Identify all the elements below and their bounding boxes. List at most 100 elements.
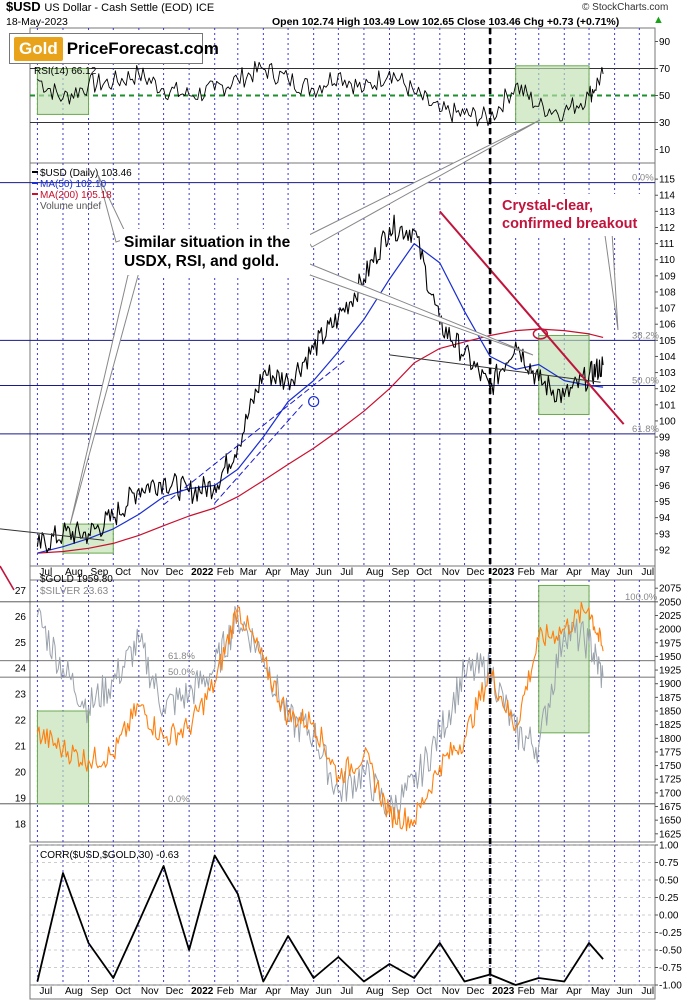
x-tick-label: 2022: [191, 567, 214, 578]
y-tick-label: 0.25: [659, 893, 679, 904]
highlight-box: [538, 584, 590, 734]
x-tick-label: Apr: [566, 567, 582, 578]
red-trendline: [439, 210, 625, 425]
x-tick-label: Sep: [391, 986, 409, 997]
y-tick-label: 109: [659, 271, 676, 282]
blue-circle-marker: [308, 395, 320, 408]
y-tick-label: 92: [659, 545, 671, 556]
chart-symbol: $USD US Dollar - Cash Settle (EOD) ICE: [6, 0, 215, 14]
x-tick-label: Mar: [541, 986, 559, 997]
y-tick-label: 1725: [659, 775, 682, 786]
x-tick-label: May: [290, 986, 309, 997]
usd-fib-label: 38.2%: [632, 330, 659, 341]
ma50-line: [37, 243, 604, 554]
silver-y-tick-label: 23: [15, 690, 27, 701]
x-tick-label: Jul: [340, 567, 353, 578]
silver-y-tick-label: 25: [15, 638, 27, 649]
y-tick-label: 0.50: [659, 876, 679, 887]
x-tick-label: Oct: [115, 567, 131, 578]
y-tick-label: 94: [659, 513, 671, 524]
usd-price-line: [36, 214, 604, 554]
x-tick-label: Jun: [617, 986, 633, 997]
y-tick-label: 0.75: [659, 858, 679, 869]
gold-fib-label: 61.8%: [168, 651, 195, 662]
usd-fib-label: 50.0%: [632, 375, 659, 386]
x-tick-label: May: [290, 567, 309, 578]
x-tick-label: Nov: [442, 567, 460, 578]
gold-fib-label: 100.0%: [625, 592, 658, 603]
y-tick-label: 1900: [659, 679, 682, 690]
left-trendline: [0, 528, 105, 541]
red-circle-marker: [532, 328, 549, 340]
y-tick-label: 70: [659, 64, 671, 75]
similar-situation-callout: Similar situation in the USDX, RSI, and …: [124, 233, 310, 271]
x-tick-label: Sep: [91, 567, 109, 578]
x-tick-label: Sep: [391, 567, 409, 578]
y-tick-label: 99: [659, 433, 671, 444]
y-tick-label: -0.25: [659, 928, 682, 939]
rsi-line: [37, 61, 604, 127]
y-tick-label: 2050: [659, 597, 682, 608]
x-tick-label: May: [591, 567, 610, 578]
x-tick-label: Nov: [141, 567, 159, 578]
logo-text: PriceForecast.com: [66, 38, 219, 58]
ohlc-readout: Open 102.74 High 103.49 Low 102.65 Close…: [272, 16, 620, 28]
y-tick-label: 106: [659, 320, 676, 331]
x-tick-label: Feb: [217, 567, 235, 578]
silver-y-tick-label: 18: [15, 819, 27, 830]
x-tick-label: Mar: [541, 567, 559, 578]
up-arrow-icon: ▲: [653, 14, 664, 26]
chart-name: US Dollar - Cash Settle (EOD): [44, 2, 193, 14]
x-tick-label: Sep: [91, 986, 109, 997]
y-tick-label: 1825: [659, 720, 682, 731]
y-tick-label: 10: [659, 145, 671, 156]
y-tick-label: -1.00: [659, 981, 682, 992]
y-tick-label: 50: [659, 91, 671, 102]
y-tick-label: 1850: [659, 707, 682, 718]
x-tick-label: Nov: [141, 986, 159, 997]
x-tick-label: Jul: [39, 567, 52, 578]
x-tick-label: 2022: [191, 986, 214, 997]
x-tick-label: May: [591, 986, 610, 997]
x-tick-label: 2023: [492, 986, 515, 997]
y-tick-label: 1775: [659, 747, 682, 758]
x-tick-label: Jul: [39, 986, 52, 997]
x-tick-label: Jul: [641, 986, 654, 997]
usd-legend-ma200: MA(200) 105.18: [40, 190, 112, 201]
x-tick-label: Dec: [467, 567, 485, 578]
y-tick-label: -0.75: [659, 963, 682, 974]
x-tick-label: Aug: [366, 986, 384, 997]
x-tick-label: Oct: [115, 986, 131, 997]
y-tick-label: 1925: [659, 666, 682, 677]
y-tick-label: 107: [659, 304, 676, 315]
correlation-line: [36, 854, 604, 986]
ma200-line: [37, 328, 604, 554]
x-tick-label: Dec: [166, 567, 184, 578]
x-tick-label: Jun: [316, 567, 332, 578]
usd-legend-ma50: MA(50) 102.10: [40, 179, 107, 190]
highlight-box: [36, 710, 90, 805]
breakout-callout-line1: Crystal-clear,: [502, 198, 594, 214]
copyright: © StockCharts.com: [582, 2, 669, 13]
logo-gold: Gold: [14, 36, 63, 61]
silver-y-tick-label: 27: [15, 586, 27, 597]
x-tick-label: Dec: [467, 986, 485, 997]
y-tick-label: 110: [659, 255, 675, 266]
y-tick-label: 95: [659, 497, 671, 508]
corr-title: CORR($USD,$GOLD,30) -0.63: [40, 850, 179, 861]
neckline: [389, 354, 601, 383]
logo: Gold PriceForecast.com: [9, 33, 219, 64]
x-tick-label: Jul: [340, 986, 353, 997]
y-tick-label: 108: [659, 287, 676, 298]
y-tick-label: 96: [659, 481, 671, 492]
x-tick-label: Apr: [566, 986, 582, 997]
gold-title: $GOLD 1959.80: [40, 574, 113, 585]
y-tick-label: 97: [659, 465, 671, 476]
y-tick-label: 115: [659, 175, 675, 186]
y-tick-label: 98: [659, 449, 671, 460]
y-tick-label: 105: [659, 336, 676, 347]
y-tick-label: 103: [659, 368, 676, 379]
y-tick-label: 1875: [659, 693, 682, 704]
y-tick-label: 113: [659, 207, 675, 218]
x-tick-label: Feb: [518, 986, 536, 997]
